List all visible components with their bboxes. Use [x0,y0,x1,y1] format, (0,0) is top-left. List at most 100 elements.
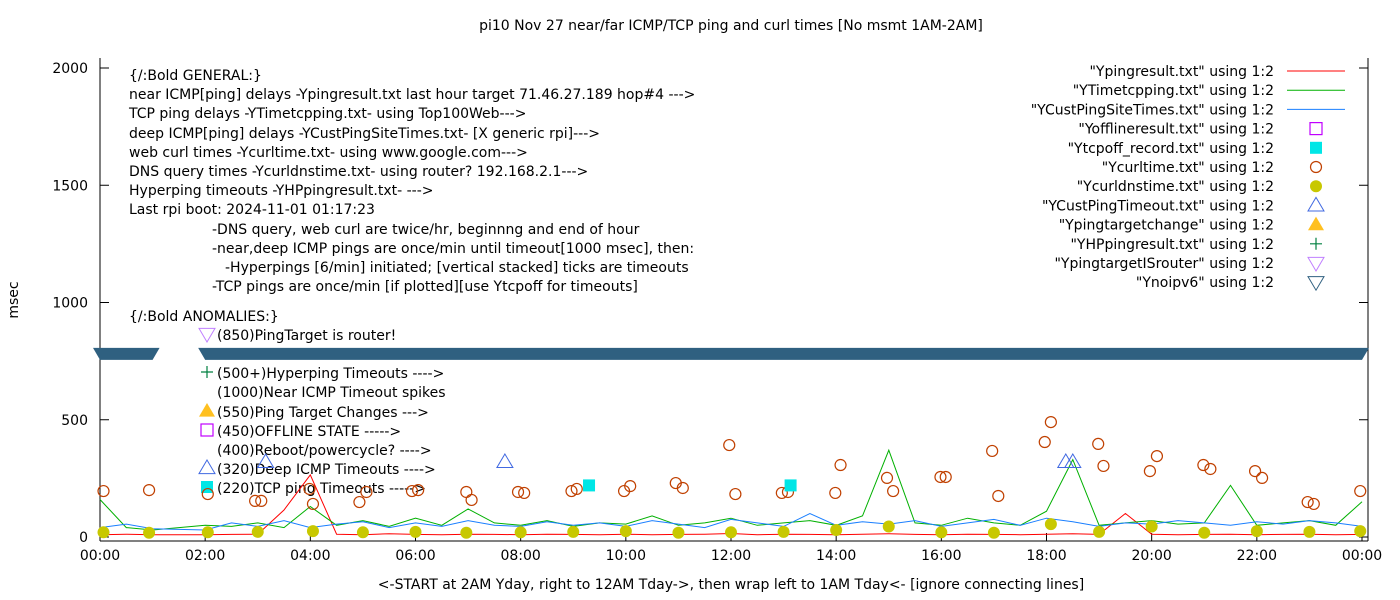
dns-time-point [306,525,319,538]
x-tick-label: 06:00 [395,548,435,564]
curl-time-point [939,470,952,484]
dns-time-point [143,526,156,539]
anomaly-key-text: (850)PingTarget is router! [217,328,396,344]
dns-time-point [987,526,1000,539]
deep-icmp-timeout-point [496,452,514,469]
tcp-timeout-point [583,479,596,492]
legend-label: "Ypingresult.txt" using 1:2 [1089,64,1274,80]
anomaly-key-text: (450)OFFLINE STATE -----> [217,424,401,440]
plot-marks [93,347,1370,539]
note-line: -TCP pings are once/min [if plotted][use… [212,279,638,295]
note-line: web curl times -Ycurltime.txt- using www… [129,145,528,161]
x-tick-label: 18:00 [1026,548,1066,564]
dns-time-point [777,525,790,538]
note-line: -Hyperpings [6/min] initiated; [vertical… [225,260,689,276]
dns-time-point [882,520,895,533]
curl-time-point [1097,459,1110,473]
legend-label: "Ytcpoff_record.txt" using 1:2 [1068,141,1274,157]
curl-time-point [1248,465,1262,478]
dns-time-point [1303,525,1316,538]
y-tick-label: 1500 [52,178,88,194]
note-line: near ICMP[ping] delays -Ypingresult.txt … [129,87,695,103]
dns-time-point [567,525,580,538]
curl-time-point [834,458,847,472]
legend-label: "Ycurldnstime.txt" using 1:2 [1077,179,1274,195]
x-axis-label: <-START at 2AM Yday, right to 12AM Tday-… [378,577,1084,593]
curl-time-point [729,487,742,501]
x-tick-label: 16:00 [921,548,961,564]
anomaly-key-symbol-icon [200,423,214,437]
legend-symbol-icon [1308,216,1324,231]
curl-time-point [1307,497,1320,511]
legend-label: "YpingtargetISrouter" using 1:2 [1054,256,1274,272]
anomaly-key-text: (220)TCP ping Timeouts -----> [217,481,426,497]
curl-time-point [934,470,947,484]
note-line: TCP ping delays -YTimetcpping.txt- using… [128,106,526,122]
note-line: DNS query times -Ycurldnstime.txt- using… [129,164,588,180]
x-tick-label: 02:00 [185,548,225,564]
dns-time-point [251,525,264,538]
series-line-1 [99,448,1363,531]
anomaly-key-symbol-icon [201,366,213,378]
curl-time-point [255,494,268,507]
curl-time-point [97,484,110,498]
legend-label: "Ycurltime.txt" using 1:2 [1102,160,1274,176]
tcp-timeout-point [784,479,797,492]
curl-time-point [1197,458,1210,472]
curl-time-point [986,444,999,458]
anomaly-key-text: (1000)Near ICMP Timeout spikes [217,385,446,401]
curl-time-point [1038,435,1051,449]
note-line: {/:Bold GENERAL:} [129,68,262,84]
curl-time-point [1150,449,1164,463]
legend-symbol-icon [1309,160,1323,174]
x-tick-label: 12:00 [711,548,751,564]
dns-time-point [935,526,948,539]
note-line: -near,deep ICMP pings are once/min until… [212,241,694,257]
legend-symbol-icon [1307,276,1325,292]
anomaly-key-text: (550)Ping Target Changes ---> [217,405,429,421]
curl-time-point [1143,465,1157,478]
legend-label: "YCustPingTimeout.txt" using 1:2 [1042,198,1274,214]
curl-time-point [1255,471,1269,485]
chart-title: pi10 Nov 27 near/far ICMP/TCP ping and c… [479,18,983,34]
notes-text: {/:Bold GENERAL:} near ICMP[ping] delays … [128,68,695,497]
dns-time-point [1145,520,1158,533]
legend-label: "Ynoipv6" using 1:2 [1136,275,1274,291]
curl-time-point [570,482,583,496]
note-line: Hyperping timeouts -YHPpingresult.txt- -… [129,183,434,199]
curl-time-point [518,486,531,500]
dns-time-point [201,526,214,539]
curl-time-point [306,497,320,511]
curl-time-point [723,438,736,452]
curl-time-point [1301,495,1314,509]
legend-symbol-icon [1307,256,1325,272]
x-tick-label: 20:00 [1131,548,1171,564]
x-tick-label: 10:00 [606,548,646,564]
dns-time-point [672,526,685,539]
curl-time-point [1044,415,1057,429]
dns-time-point [725,526,737,539]
curl-time-point [201,487,214,501]
curl-time-point [775,486,788,500]
curl-time-point [353,495,366,509]
curl-time-point [511,485,525,499]
x-tick-label: 22:00 [1237,548,1277,564]
dns-time-point [460,526,473,539]
curl-time-point [565,484,578,498]
anomaly-key-symbol-icon [198,459,216,475]
legend-symbol-icon [1310,237,1322,250]
noipv6-marker-band [93,347,160,360]
curl-time-point [460,485,473,499]
legend-symbol-icon [1310,141,1322,154]
y-tick-label: 1000 [52,296,88,312]
curl-time-point [880,471,894,485]
legend-label: "YHPpingresult.txt" using 1:2 [1070,237,1274,253]
y-tick-label: 2000 [52,61,88,77]
dns-time-point [1044,518,1057,531]
curl-time-point [360,485,373,499]
curl-time-point [303,482,316,496]
curl-time-point [887,484,900,498]
anomaly-key-symbol-icon [199,403,215,417]
curl-time-point [465,493,478,507]
